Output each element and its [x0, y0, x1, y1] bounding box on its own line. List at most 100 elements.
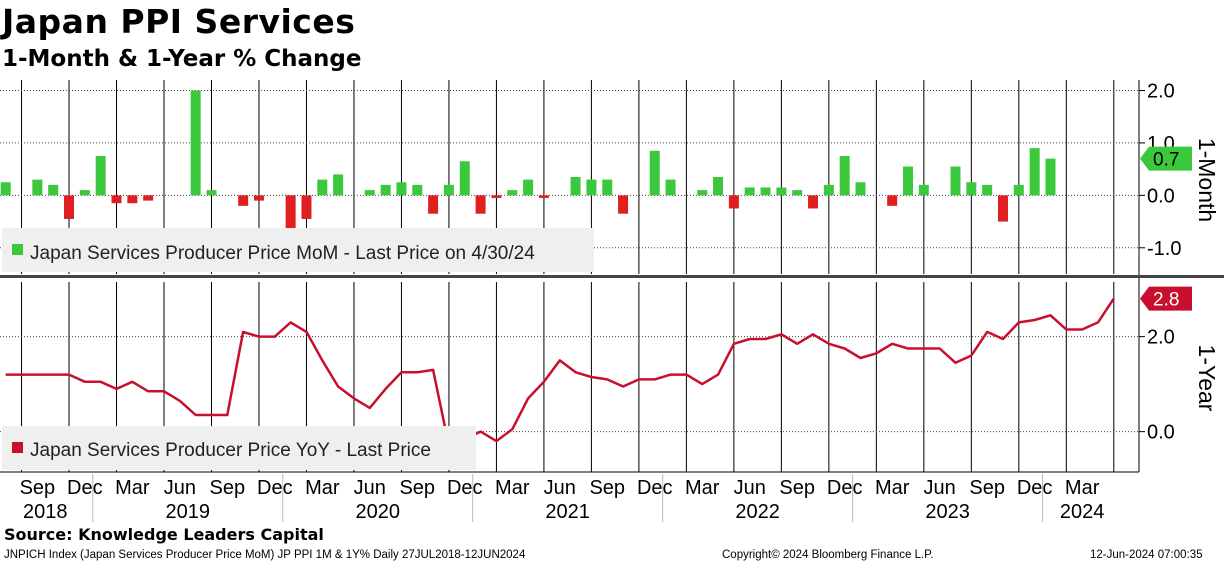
- mom-bar: [206, 190, 217, 196]
- mom-bar: [491, 195, 502, 198]
- x-month-label: Mar: [875, 477, 910, 499]
- x-month-label: Sep: [210, 477, 246, 499]
- x-month-label: Jun: [734, 477, 766, 499]
- x-month-label: Mar: [1065, 477, 1100, 499]
- mom-panel-title: 1-Month: [1194, 138, 1220, 222]
- mom-bar: [586, 179, 597, 196]
- mom-bar: [1013, 184, 1024, 196]
- yoy-panel: Japan Services Producer Price YoY - Last…: [0, 282, 1220, 473]
- x-month-label: Dec: [827, 477, 863, 499]
- x-month-label: Sep: [779, 477, 815, 499]
- mom-bar: [0, 182, 11, 196]
- mom-legend-swatch: [12, 244, 23, 255]
- x-month-label: Dec: [447, 477, 483, 499]
- mom-bar: [982, 184, 993, 196]
- x-year-label: 2021: [545, 501, 590, 523]
- footer-right: 12-Jun-2024 07:00:35: [1090, 549, 1203, 561]
- yoy-legend-swatch: [12, 442, 23, 453]
- yoy-last-tag-shape: [1140, 286, 1192, 311]
- mom-bar: [79, 190, 90, 196]
- x-month-label: Jun: [164, 477, 196, 499]
- mom-bar: [32, 179, 43, 196]
- mom-bar: [903, 166, 914, 196]
- mom-bar: [808, 195, 819, 209]
- mom-bar: [728, 195, 739, 209]
- footer-left: JNPICH Index (Japan Services Producer Pr…: [4, 549, 526, 561]
- mom-bar: [364, 190, 375, 196]
- mom-bar: [95, 156, 106, 196]
- yoy-legend-label: Japan Services Producer Price YoY - Last…: [30, 440, 431, 461]
- mom-bar: [665, 179, 676, 196]
- x-month-label: Mar: [115, 477, 150, 499]
- mom-bar: [333, 174, 344, 196]
- mom-bar: [190, 90, 201, 196]
- mom-last-tag-shape: [1140, 146, 1192, 171]
- x-year-label: 2018: [23, 501, 68, 523]
- mom-bar: [792, 190, 803, 196]
- mom-bar: [538, 195, 549, 198]
- mom-ytick-label: 2.0: [1147, 80, 1175, 102]
- chart-title: Japan PPI Services: [2, 2, 356, 41]
- mom-last-tag-label: 0.7: [1153, 150, 1179, 171]
- mom-bar: [950, 166, 961, 196]
- mom-bar: [507, 190, 518, 196]
- mom-bar: [697, 190, 708, 196]
- chart-subtitle: 1-Month & 1-Year % Change: [2, 46, 362, 72]
- mom-bar: [428, 195, 439, 214]
- yoy-last-tag-label: 2.8: [1153, 290, 1179, 311]
- mom-bar: [127, 195, 138, 204]
- source-note: Source: Knowledge Leaders Capital: [4, 525, 324, 544]
- mom-bar: [238, 195, 249, 206]
- mom-ytick-label: 0.0: [1147, 185, 1175, 207]
- yoy-ytick-label: 0.0: [1147, 422, 1175, 444]
- mom-bar: [602, 179, 613, 196]
- mom-bar: [459, 161, 470, 196]
- mom-bar: [887, 195, 898, 206]
- mom-bar: [380, 184, 391, 196]
- yoy-ytick-label: 2.0: [1147, 327, 1175, 349]
- mom-bar: [618, 195, 629, 214]
- mom-bar: [111, 195, 122, 204]
- mom-bar: [649, 150, 660, 196]
- mom-bar: [1029, 148, 1040, 196]
- panel-separator: [0, 275, 1224, 278]
- mom-bar: [523, 179, 534, 196]
- yoy-line: [5, 297, 1115, 448]
- yoy-last-tag: 2.8: [1140, 286, 1192, 311]
- yoy-legend-box: [2, 426, 476, 470]
- x-year-label: 2020: [355, 501, 400, 523]
- mom-bar: [855, 182, 866, 196]
- x-month-label: Mar: [685, 477, 720, 499]
- mom-bar: [570, 177, 581, 196]
- mom-legend-label: Japan Services Producer Price MoM - Last…: [30, 243, 535, 264]
- mom-bar: [918, 184, 929, 196]
- mom-bar: [776, 187, 787, 196]
- x-month-label: Mar: [495, 477, 530, 499]
- x-month-label: Dec: [1017, 477, 1053, 499]
- mom-ytick-label: -1.0: [1147, 238, 1181, 260]
- x-month-label: Sep: [20, 477, 56, 499]
- mom-legend-box: [2, 228, 594, 272]
- mom-bar: [412, 184, 423, 196]
- x-axis: Sep Dec Mar Jun Sep Dec Mar Jun Sep Dec Mar Jun Sep D…: [20, 474, 1105, 523]
- mom-bar: [143, 195, 154, 201]
- x-month-label: Dec: [67, 477, 103, 499]
- mom-bar: [1045, 158, 1056, 196]
- x-month-label: Dec: [257, 477, 293, 499]
- mom-bar: [839, 156, 850, 196]
- mom-bar: [301, 195, 312, 219]
- x-month-label: Jun: [924, 477, 956, 499]
- yoy-panel-title: 1-Year: [1194, 345, 1220, 412]
- footer-center: Copyright© 2024 Bloomberg Finance L.P.: [722, 549, 934, 561]
- x-month-label: Jun: [354, 477, 386, 499]
- x-year-label: 2024: [1060, 501, 1105, 523]
- x-month-label: Sep: [399, 477, 435, 499]
- mom-bar: [48, 184, 59, 196]
- mom-bar: [760, 187, 771, 196]
- mom-bar: [396, 182, 407, 196]
- x-month-label: Jun: [544, 477, 576, 499]
- x-year-label: 2022: [735, 501, 780, 523]
- x-month-label: Mar: [305, 477, 340, 499]
- x-month-label: Dec: [637, 477, 673, 499]
